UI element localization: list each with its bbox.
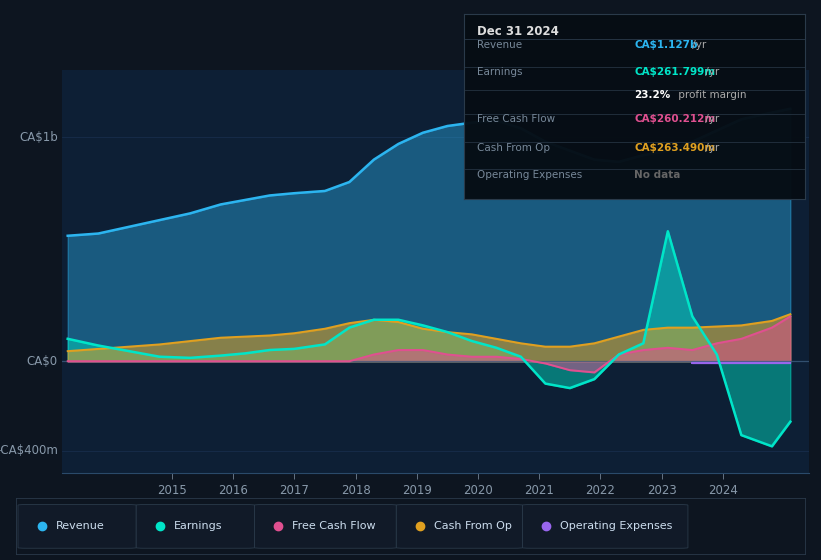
Text: Revenue: Revenue (56, 521, 104, 531)
Text: CA$260.212m: CA$260.212m (635, 114, 715, 124)
Text: Cash From Op: Cash From Op (434, 521, 512, 531)
Text: Operating Expenses: Operating Expenses (560, 521, 672, 531)
Text: CA$263.490m: CA$263.490m (635, 143, 715, 153)
Text: -CA$400m: -CA$400m (0, 444, 57, 458)
Text: Revenue: Revenue (478, 40, 523, 50)
Text: Earnings: Earnings (174, 521, 222, 531)
Text: CA$0: CA$0 (27, 354, 57, 368)
Text: No data: No data (635, 170, 681, 180)
FancyBboxPatch shape (522, 505, 688, 548)
Text: Operating Expenses: Operating Expenses (478, 170, 583, 180)
Text: CA$1.127b: CA$1.127b (635, 40, 698, 50)
Text: Earnings: Earnings (478, 67, 523, 77)
Text: /yr: /yr (702, 143, 719, 153)
Text: 23.2%: 23.2% (635, 90, 671, 100)
Text: Free Cash Flow: Free Cash Flow (292, 521, 376, 531)
FancyBboxPatch shape (136, 505, 255, 548)
FancyBboxPatch shape (397, 505, 522, 548)
Text: /yr: /yr (702, 67, 719, 77)
Text: Cash From Op: Cash From Op (478, 143, 551, 153)
Text: Dec 31 2024: Dec 31 2024 (478, 25, 559, 38)
Text: CA$261.799m: CA$261.799m (635, 67, 715, 77)
Text: /yr: /yr (702, 114, 719, 124)
Text: Free Cash Flow: Free Cash Flow (478, 114, 556, 124)
Text: CA$1b: CA$1b (19, 130, 57, 144)
FancyBboxPatch shape (18, 505, 136, 548)
Text: profit margin: profit margin (675, 90, 746, 100)
Text: /yr: /yr (690, 40, 707, 50)
FancyBboxPatch shape (255, 505, 397, 548)
